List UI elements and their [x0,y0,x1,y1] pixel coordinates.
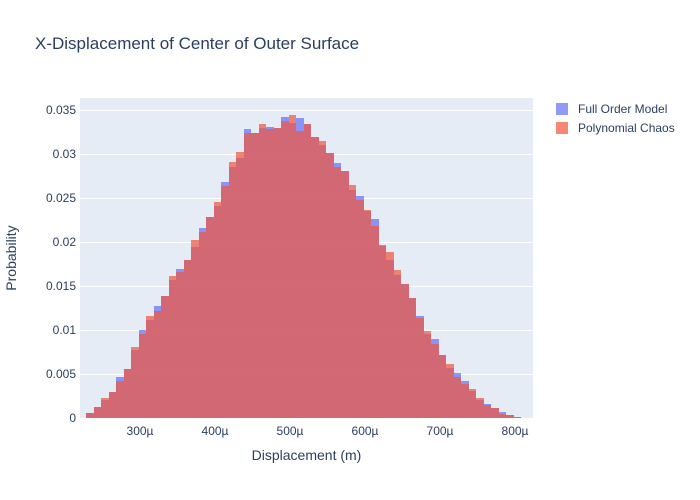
histogram-bar-polynomial-chaos[interactable] [116,381,124,418]
histogram-bar-polynomial-chaos[interactable] [303,123,311,418]
histogram-bar-polynomial-chaos[interactable] [356,199,364,418]
histogram-bar-polynomial-chaos[interactable] [446,364,454,418]
legend-swatch-polynomial-chaos-icon [556,121,568,134]
y-tick-label: 0.01 [52,323,76,338]
histogram-bar-polynomial-chaos[interactable] [506,415,514,418]
y-tick-label: 0.035 [45,103,76,118]
x-tick-label: 700µ [426,424,454,438]
histogram-bar-polynomial-chaos[interactable] [176,272,184,418]
histogram-bar-polynomial-chaos[interactable] [453,376,461,418]
legend-item-full-order-model[interactable]: Full Order Model [556,99,675,118]
x-tick-label: 600µ [351,424,379,438]
histogram-bar-polynomial-chaos[interactable] [108,391,116,418]
histogram-bar-polynomial-chaos[interactable] [228,162,236,418]
y-tick-label: 0.025 [45,191,76,206]
histogram-bar-polynomial-chaos[interactable] [401,284,409,418]
histogram-bar-polynomial-chaos[interactable] [258,123,266,418]
chart-title: X-Displacement of Center of Outer Surfac… [35,34,360,53]
x-tick-label: 500µ [276,424,304,438]
histogram-bar-polynomial-chaos[interactable] [438,354,446,418]
histogram-bar-polynomial-chaos[interactable] [416,317,424,418]
histogram-bar-polynomial-chaos[interactable] [221,185,229,418]
histogram-bar-polynomial-chaos[interactable] [131,346,139,418]
x-axis-title: Displacement (m) [251,447,362,463]
histogram-bar-polynomial-chaos[interactable] [348,185,356,418]
histogram-bar-polynomial-chaos[interactable] [461,383,469,418]
histogram-bar-polynomial-chaos[interactable] [198,231,206,418]
plot-area[interactable] [80,98,533,418]
histogram-bar-polynomial-chaos[interactable] [318,141,326,418]
histogram-bar-polynomial-chaos[interactable] [393,270,401,418]
histogram-bar-polynomial-chaos[interactable] [431,344,439,418]
histogram-bar-polynomial-chaos[interactable] [138,334,146,418]
histogram-bar-polynomial-chaos[interactable] [266,128,274,418]
y-tick-label: 0.02 [52,235,76,250]
histogram-bar-polynomial-chaos[interactable] [371,226,379,418]
histogram-bar-polynomial-chaos[interactable] [243,133,251,418]
histogram-bar-polynomial-chaos[interactable] [333,166,341,418]
x-tick-label: 300µ [126,424,154,438]
histogram-bar-polynomial-chaos[interactable] [168,275,176,418]
y-tick-label: 0 [69,411,76,425]
histogram-bar-polynomial-chaos[interactable] [378,245,386,418]
x-tick-label: 400µ [201,424,229,438]
histogram-bar-polynomial-chaos[interactable] [213,201,221,418]
y-tick-label: 0.03 [52,147,76,162]
histogram-bar-polynomial-chaos[interactable] [123,368,131,418]
histogram-bar-polynomial-chaos[interactable] [183,259,191,418]
histogram-bar-polynomial-chaos[interactable] [146,316,154,418]
histogram-bar-polynomial-chaos[interactable] [273,127,281,418]
legend: Full Order Model Polynomial Chaos [556,99,675,137]
histogram-bar-polynomial-chaos[interactable] [161,295,169,418]
histogram-bar-polynomial-chaos[interactable] [281,120,289,418]
histogram-bar-polynomial-chaos[interactable] [483,404,491,418]
histogram-bar-polynomial-chaos[interactable] [93,407,101,418]
histogram-bar-polynomial-chaos[interactable] [513,417,521,418]
histogram-bar-polynomial-chaos[interactable] [423,330,431,418]
histogram-bar-polynomial-chaos[interactable] [476,397,484,418]
histogram-bar-polynomial-chaos[interactable] [468,389,476,418]
histogram-bar-polynomial-chaos[interactable] [341,170,349,418]
gridline [80,109,533,111]
legend-item-polynomial-chaos[interactable]: Polynomial Chaos [556,118,675,137]
y-tick-label: 0.015 [45,279,76,294]
histogram-bar-polynomial-chaos[interactable] [326,153,334,418]
histogram-bar-polynomial-chaos[interactable] [86,412,94,418]
histogram-bar-polynomial-chaos[interactable] [153,310,161,418]
x-tick-label: 800µ [501,424,529,438]
histogram-bar-polynomial-chaos[interactable] [101,397,109,418]
y-axis-title: Probability [3,225,19,291]
histogram-bar-polynomial-chaos[interactable] [363,209,371,418]
histogram-bar-polynomial-chaos[interactable] [288,114,296,418]
histogram-bar-polynomial-chaos[interactable] [191,240,199,418]
histogram-bar-polynomial-chaos[interactable] [498,413,506,418]
histogram-bar-polynomial-chaos[interactable] [386,251,394,418]
legend-swatch-full-order-model-icon [556,102,568,115]
histogram-bar-polynomial-chaos[interactable] [206,216,214,418]
y-tick-label: 0.005 [45,367,76,382]
legend-label: Full Order Model [578,101,668,116]
histogram-bar-polynomial-chaos[interactable] [236,151,244,418]
histogram-bar-polynomial-chaos[interactable] [296,131,304,418]
histogram-bar-polynomial-chaos[interactable] [251,133,259,418]
legend-label: Polynomial Chaos [578,120,675,135]
histogram-bar-polynomial-chaos[interactable] [491,408,499,418]
histogram-bar-polynomial-chaos[interactable] [408,297,416,418]
histogram-bar-polynomial-chaos[interactable] [311,136,319,418]
